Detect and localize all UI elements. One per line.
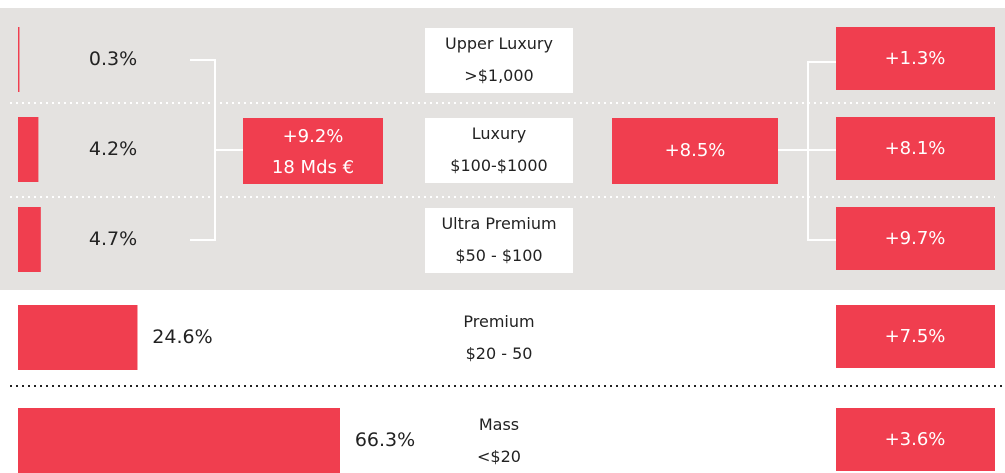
segment-range: $50 - $100 bbox=[455, 246, 542, 265]
growth-box bbox=[836, 305, 995, 368]
label-box bbox=[425, 208, 573, 273]
growth-box bbox=[836, 117, 995, 180]
label-box bbox=[425, 28, 573, 93]
segment-name: Ultra Premium bbox=[441, 214, 556, 233]
growth-label: +1.3% bbox=[885, 48, 946, 69]
growth-label: +7.5% bbox=[885, 326, 946, 347]
group-growth: +9.2% bbox=[283, 126, 344, 147]
share-label: 4.2% bbox=[89, 138, 137, 160]
group-size: 18 Mds € bbox=[272, 157, 354, 178]
share-bar bbox=[18, 207, 41, 272]
growth-label: +9.7% bbox=[885, 228, 946, 249]
group-box bbox=[243, 118, 383, 184]
bracket bbox=[190, 59, 836, 241]
label-box bbox=[425, 118, 573, 183]
segment-name: Premium bbox=[463, 312, 534, 331]
left-bracket bbox=[190, 59, 243, 241]
growth-label: +3.6% bbox=[885, 429, 946, 450]
share-bar bbox=[18, 408, 340, 473]
growth-box bbox=[836, 207, 995, 270]
share-bar bbox=[18, 305, 138, 370]
share-label: 4.7% bbox=[89, 228, 137, 250]
combined-box bbox=[612, 118, 778, 184]
growth-box bbox=[836, 408, 995, 471]
segment-name: Luxury bbox=[472, 124, 526, 143]
segment-range: $100-$1000 bbox=[450, 156, 547, 175]
share-label: 24.6% bbox=[152, 326, 212, 348]
growth-label: +8.1% bbox=[885, 138, 946, 159]
segment-name: Upper Luxury bbox=[445, 34, 553, 53]
share-bar bbox=[18, 117, 39, 182]
combined-growth: +8.5% bbox=[665, 140, 726, 161]
share-bar bbox=[18, 27, 20, 92]
growth-box bbox=[836, 27, 995, 90]
segment-name: Mass bbox=[479, 415, 519, 434]
share-label: 66.3% bbox=[355, 429, 415, 451]
right-bracket bbox=[778, 61, 836, 241]
segment-range: >$1,000 bbox=[464, 66, 533, 85]
segment-range: $20 - 50 bbox=[466, 344, 533, 363]
share-label: 0.3% bbox=[89, 48, 137, 70]
segment-range: <$20 bbox=[477, 447, 521, 466]
